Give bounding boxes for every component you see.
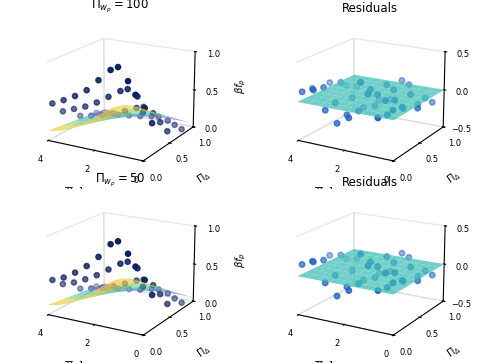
X-axis label: T[s]: T[s] — [314, 186, 333, 196]
Y-axis label: $\Pi_{\Delta}$: $\Pi_{\Delta}$ — [194, 167, 213, 187]
Y-axis label: $\Pi_{\Delta}$: $\Pi_{\Delta}$ — [444, 167, 463, 187]
Title: $\Pi_{w_p}=50$: $\Pi_{w_p}=50$ — [95, 172, 145, 189]
Title: $\Pi_{w_p}=100$: $\Pi_{w_p}=100$ — [91, 0, 149, 15]
Title: Residuals: Residuals — [342, 176, 398, 189]
Y-axis label: $\Pi_{\Delta}$: $\Pi_{\Delta}$ — [444, 342, 463, 361]
X-axis label: T[s]: T[s] — [64, 360, 83, 363]
Y-axis label: $\Pi_{\Delta}$: $\Pi_{\Delta}$ — [194, 342, 213, 361]
Title: Residuals: Residuals — [342, 1, 398, 15]
X-axis label: T[s]: T[s] — [314, 360, 333, 363]
X-axis label: T[s]: T[s] — [64, 186, 83, 196]
